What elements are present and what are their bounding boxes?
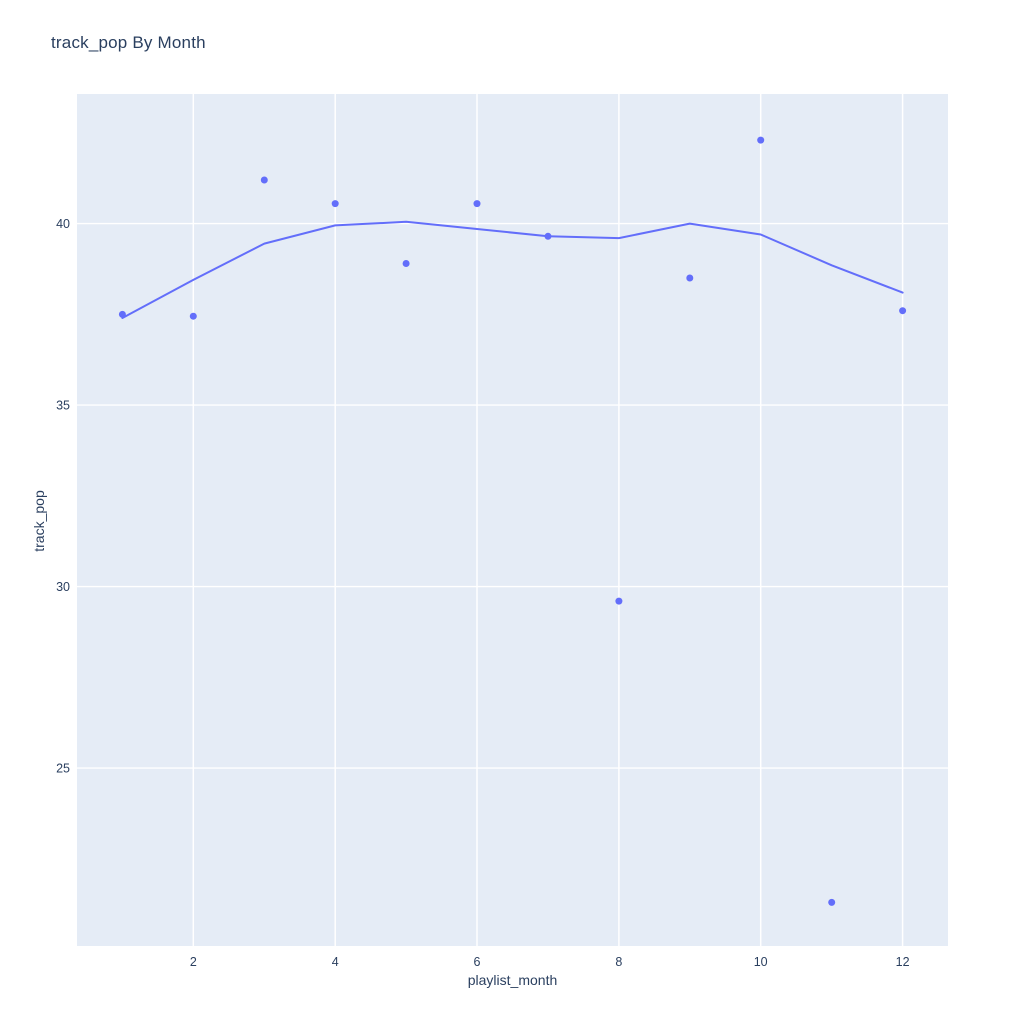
scatter-point[interactable] — [118, 310, 126, 318]
x-tick-label: 12 — [896, 955, 910, 969]
y-tick-label: 35 — [56, 399, 70, 413]
plot-area[interactable] — [77, 94, 948, 946]
trend-line — [121, 220, 904, 319]
scatter-point[interactable] — [757, 136, 765, 144]
scatter-point[interactable] — [331, 200, 339, 208]
chart-title: track_pop By Month — [51, 33, 206, 52]
scatter-point[interactable] — [686, 274, 694, 282]
scatter-point[interactable] — [260, 176, 268, 184]
scatter-point[interactable] — [544, 232, 552, 240]
y-axis-title: track_pop — [31, 490, 47, 552]
y-tick-label: 25 — [56, 762, 70, 776]
x-tick-label: 6 — [474, 955, 481, 969]
scatter-point[interactable] — [473, 200, 481, 208]
scatter-point[interactable] — [899, 307, 907, 315]
scatter-point[interactable] — [828, 898, 836, 906]
scatter-point[interactable] — [189, 312, 197, 320]
x-tick-label: 2 — [190, 955, 197, 969]
y-tick-label: 30 — [56, 580, 70, 594]
scatter-point[interactable] — [402, 260, 410, 267]
x-tick-label: 4 — [332, 955, 339, 969]
y-tick-label: 40 — [56, 217, 70, 231]
x-tick-label: 8 — [615, 955, 622, 969]
x-axis-title: playlist_month — [467, 972, 558, 988]
scatter-point[interactable] — [615, 597, 623, 605]
x-tick-label: 10 — [754, 955, 768, 969]
